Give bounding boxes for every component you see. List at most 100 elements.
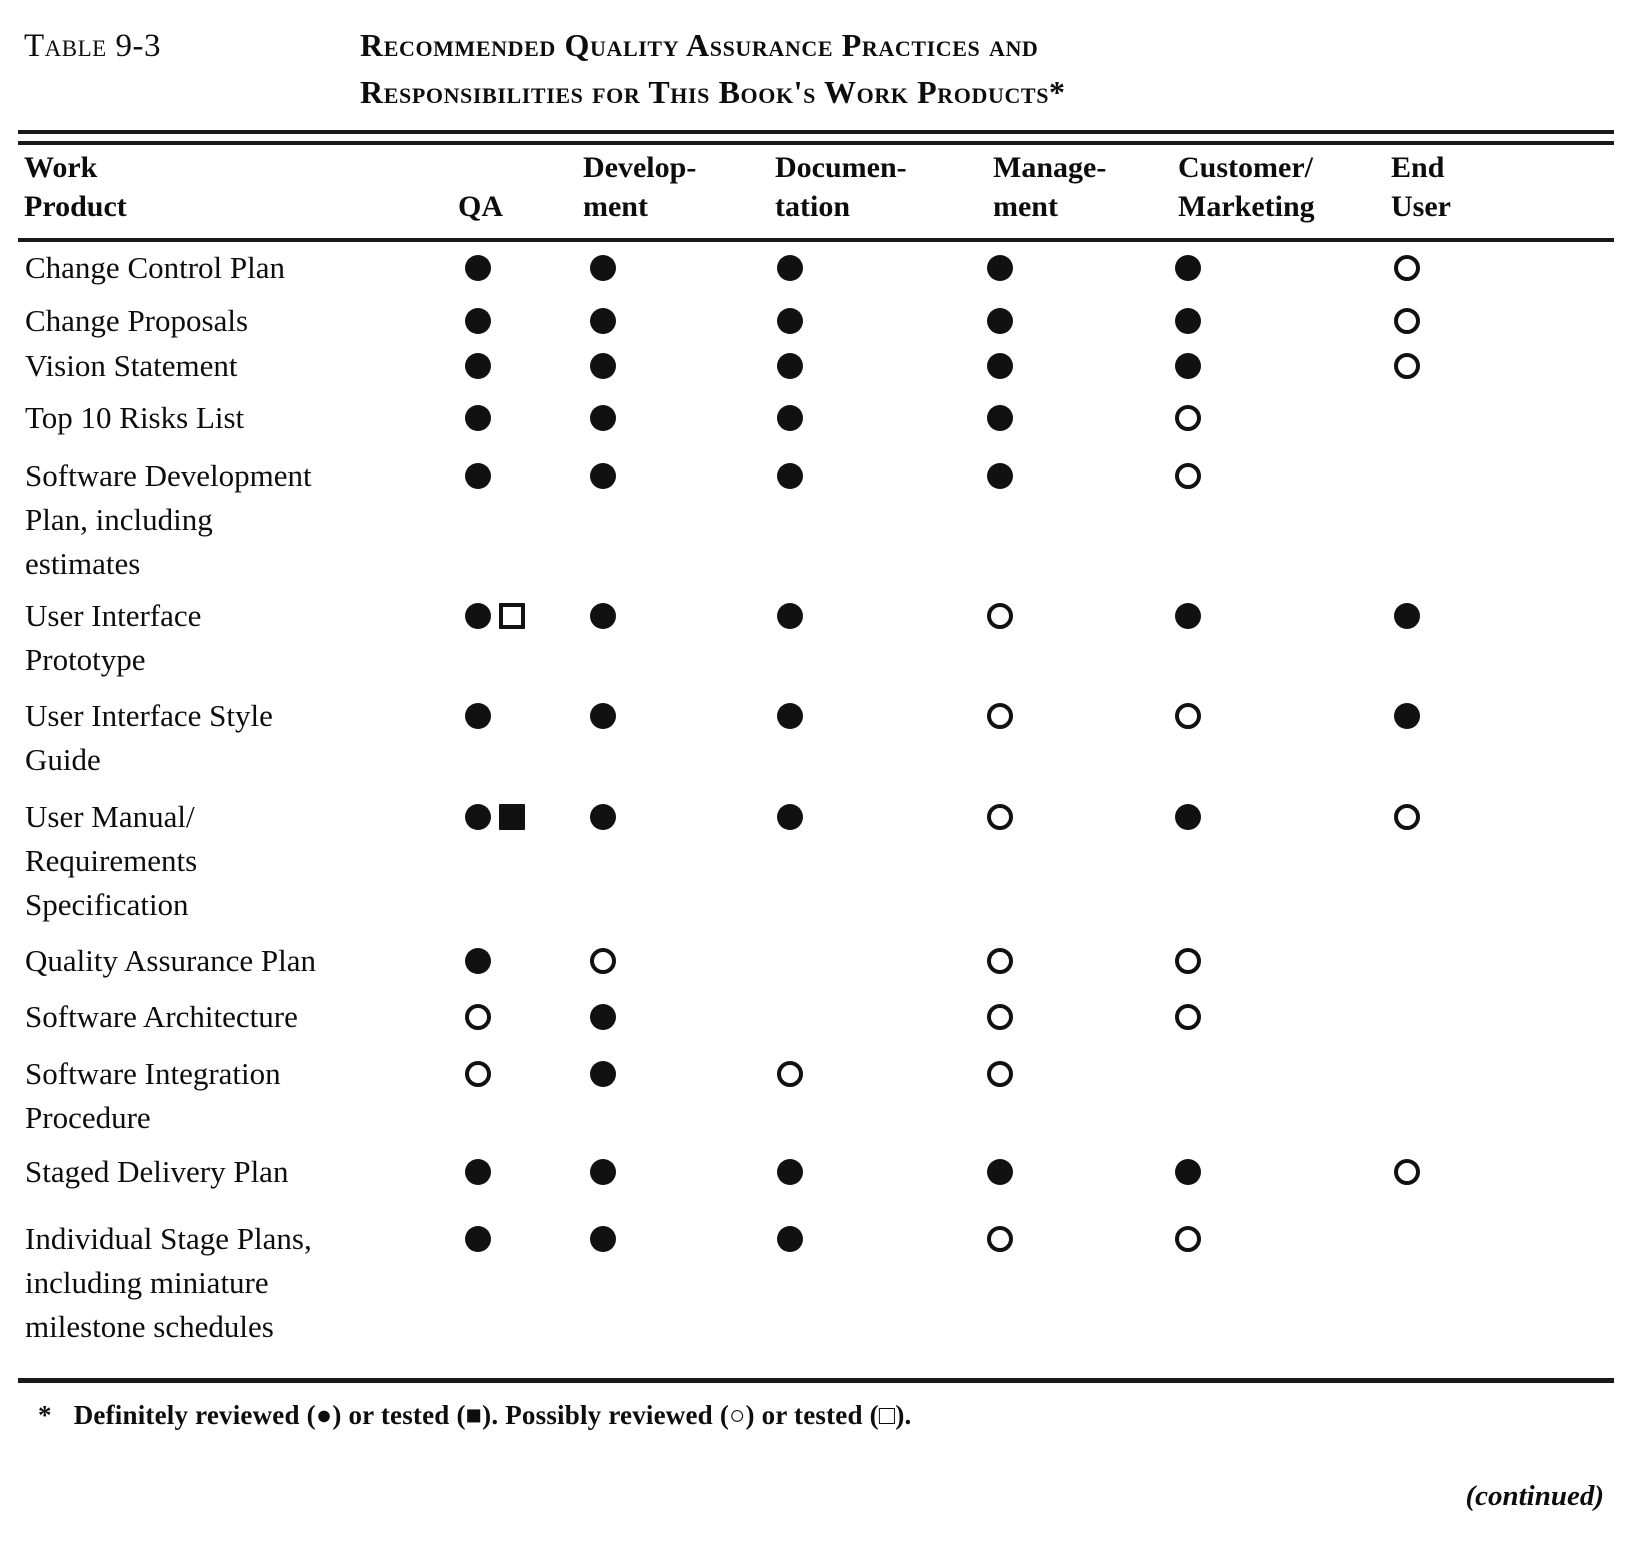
table-row: Change Proposals — [0, 299, 1632, 344]
row-label: User Manual/ Requirements Specification — [25, 799, 198, 922]
cell-qa-filled-circle-icon — [465, 463, 491, 489]
column-header-work-product: Work Product — [24, 151, 127, 223]
row-label: User Interface Style Guide — [25, 698, 273, 777]
continued-label: (continued) — [1465, 1480, 1604, 1512]
cell-customer-marketing-open-circle-icon — [1175, 1226, 1201, 1252]
table-row: Software Development Plan, including est… — [0, 454, 1632, 594]
cell-qa-open-circle-icon — [465, 1004, 491, 1030]
rule-table-bottom — [18, 1378, 1614, 1383]
row-label: Change Control Plan — [25, 250, 286, 285]
table-row: Staged Delivery Plan — [0, 1150, 1632, 1217]
cell-qa-filled-circle-icon — [465, 255, 491, 281]
cell-customer-marketing-filled-circle-icon — [1175, 308, 1201, 334]
cell-end-user-open-circle-icon — [1394, 308, 1420, 334]
table-body: Change Control Plan Change Proposals Visio… — [0, 246, 1632, 1344]
cell-qa-filled-circle-icon — [465, 948, 491, 974]
cell-documentation-filled-circle-icon — [777, 1226, 803, 1252]
cell-customer-marketing-open-circle-icon — [1175, 948, 1201, 974]
cell-documentation-filled-circle-icon — [777, 1159, 803, 1185]
rule-top-lower — [18, 141, 1614, 145]
cell-management-open-circle-icon — [987, 603, 1013, 629]
table-row: Individual Stage Plans, including miniat… — [0, 1217, 1632, 1344]
table-title-line-2: Responsibilities for This Book's Work Pr… — [360, 74, 1066, 110]
cell-qa-open-circle-icon — [465, 1061, 491, 1087]
cell-customer-marketing-open-circle-icon — [1175, 703, 1201, 729]
row-label: User Interface Prototype — [25, 598, 202, 677]
table-row: User Interface Style Guide — [0, 694, 1632, 795]
table-caption: Table 9-3 Recommended Quality Assurance … — [0, 22, 1632, 118]
cell-management-open-circle-icon — [987, 703, 1013, 729]
cell-development-filled-circle-icon — [590, 1061, 616, 1087]
row-label: Vision Statement — [25, 348, 238, 383]
column-header-qa: QA — [458, 190, 503, 223]
cell-management-open-circle-icon — [987, 1061, 1013, 1087]
cell-customer-marketing-filled-circle-icon — [1175, 255, 1201, 281]
table-title-line-1: Recommended Quality Assurance Practices … — [360, 27, 1039, 63]
row-label: Software Integration Procedure — [25, 1056, 281, 1135]
cell-documentation-filled-circle-icon — [777, 405, 803, 431]
table-row: User Manual/ Requirements Specification — [0, 795, 1632, 939]
cell-end-user-filled-circle-icon — [1394, 603, 1420, 629]
cell-development-filled-circle-icon — [590, 1004, 616, 1030]
cell-qa-filled-circle-icon — [465, 405, 491, 431]
column-header-development: Develop- ment — [583, 151, 697, 223]
cell-management-filled-circle-icon — [987, 1159, 1013, 1185]
cell-management-filled-circle-icon — [987, 405, 1013, 431]
column-header-management: Manage- ment — [993, 151, 1107, 223]
cell-end-user-open-circle-icon — [1394, 804, 1420, 830]
row-label: Staged Delivery Plan — [25, 1154, 289, 1189]
cell-management-filled-circle-icon — [987, 308, 1013, 334]
cell-management-open-circle-icon — [987, 1004, 1013, 1030]
cell-development-filled-circle-icon — [590, 1159, 616, 1185]
cell-development-filled-circle-icon — [590, 1226, 616, 1252]
rule-under-header — [18, 238, 1614, 242]
cell-qa-filled-circle-icon — [465, 804, 491, 830]
cell-documentation-filled-circle-icon — [777, 804, 803, 830]
cell-qa-filled-circle-icon — [465, 308, 491, 334]
cell-qa-filled-circle-icon — [465, 603, 491, 629]
column-header-customer-marketing: Customer/ Marketing — [1178, 151, 1315, 223]
cell-customer-marketing-open-circle-icon — [1175, 1004, 1201, 1030]
cell-qa-filled-circle-icon — [465, 353, 491, 379]
table-row: Quality Assurance Plan — [0, 939, 1632, 995]
cell-documentation-filled-circle-icon — [777, 308, 803, 334]
cell-customer-marketing-open-circle-icon — [1175, 463, 1201, 489]
table-row: Software Architecture — [0, 995, 1632, 1052]
cell-documentation-filled-circle-icon — [777, 463, 803, 489]
cell-end-user-open-circle-icon — [1394, 255, 1420, 281]
cell-qa-filled-circle-icon — [465, 703, 491, 729]
cell-customer-marketing-open-circle-icon — [1175, 405, 1201, 431]
cell-development-filled-circle-icon — [590, 603, 616, 629]
row-label: Software Architecture — [25, 999, 298, 1034]
cell-development-filled-circle-icon — [590, 308, 616, 334]
cell-development-filled-circle-icon — [590, 405, 616, 431]
cell-development-filled-circle-icon — [590, 703, 616, 729]
cell-end-user-open-circle-icon — [1394, 353, 1420, 379]
rule-top-upper — [18, 130, 1614, 134]
cell-documentation-filled-circle-icon — [777, 255, 803, 281]
column-header-end-user: End User — [1391, 151, 1451, 223]
cell-development-filled-circle-icon — [590, 804, 616, 830]
cell-development-filled-circle-icon — [590, 463, 616, 489]
row-label: Change Proposals — [25, 303, 249, 338]
cell-qa-filled-circle-icon — [465, 1159, 491, 1185]
row-label: Quality Assurance Plan — [25, 943, 317, 978]
cell-management-open-circle-icon — [987, 1226, 1013, 1252]
table-row: User Interface Prototype — [0, 594, 1632, 694]
cell-qa-filled-circle-icon — [465, 1226, 491, 1252]
cell-end-user-open-circle-icon — [1394, 1159, 1420, 1185]
cell-customer-marketing-filled-circle-icon — [1175, 603, 1201, 629]
cell-management-open-circle-icon — [987, 948, 1013, 974]
row-label: Top 10 Risks List — [25, 400, 245, 435]
table-title: Recommended Quality Assurance Practices … — [360, 22, 1360, 116]
footnote-text: Definitely reviewed (●) or tested (■). P… — [73, 1400, 912, 1430]
footnote-star: * — [38, 1400, 52, 1430]
cell-documentation-filled-circle-icon — [777, 603, 803, 629]
cell-development-open-circle-icon — [590, 948, 616, 974]
cell-management-filled-circle-icon — [987, 255, 1013, 281]
cell-documentation-filled-circle-icon — [777, 703, 803, 729]
cell-management-filled-circle-icon — [987, 353, 1013, 379]
table-column-headers: Work Product QA Develop- ment Documen- t… — [0, 148, 1632, 236]
cell-qa-filled-square-icon — [499, 804, 525, 830]
table-row: Vision Statement — [0, 344, 1632, 396]
